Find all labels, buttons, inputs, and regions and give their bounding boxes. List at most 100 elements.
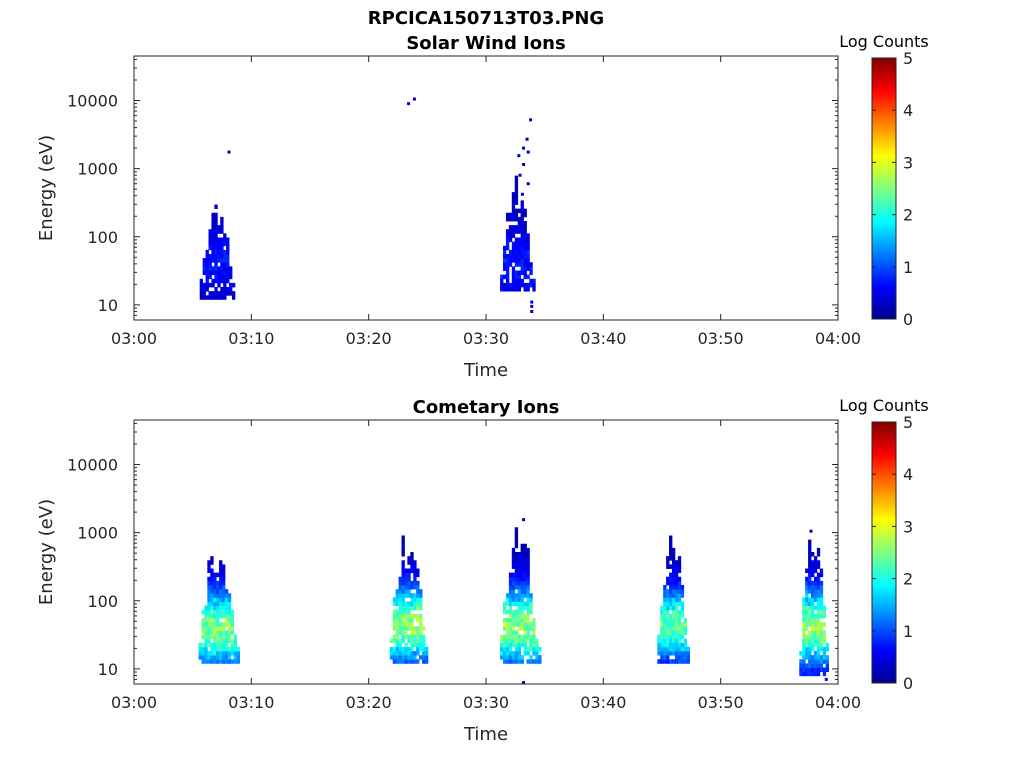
heatmap-cell bbox=[398, 622, 402, 627]
heatmap-cell bbox=[808, 605, 812, 611]
heatmap-cell bbox=[514, 237, 519, 243]
heatmap-cell bbox=[401, 560, 405, 565]
heatmap-cell bbox=[208, 229, 212, 234]
heatmap-cell bbox=[413, 638, 417, 644]
heatmap-cell bbox=[520, 613, 524, 619]
heatmap-cell bbox=[500, 646, 504, 652]
heatmap-cell bbox=[213, 659, 217, 664]
heatmap-cell bbox=[660, 609, 664, 615]
heatmap-cell bbox=[819, 638, 824, 644]
heatmap-cell bbox=[236, 659, 240, 664]
heatmap-cell bbox=[811, 634, 815, 640]
heatmap-cell bbox=[514, 593, 519, 598]
heatmap-cell bbox=[523, 237, 527, 243]
heatmap-cell bbox=[811, 630, 815, 635]
heatmap-cell bbox=[680, 642, 685, 648]
heatmap-cell bbox=[424, 646, 429, 652]
heatmap-cell bbox=[211, 241, 215, 247]
heatmap-cell bbox=[216, 613, 220, 619]
heatmap-cell bbox=[517, 642, 522, 648]
heatmap-cell bbox=[819, 613, 824, 619]
heatmap-cell bbox=[520, 568, 524, 574]
heatmap-cell bbox=[680, 609, 685, 615]
heatmap-cell bbox=[217, 274, 221, 280]
heatmap-cell bbox=[822, 651, 827, 656]
heatmap-cell bbox=[819, 585, 824, 590]
heatmap-cell bbox=[520, 609, 524, 615]
heatmap-cell bbox=[219, 622, 223, 627]
heatmap-cell bbox=[395, 646, 399, 652]
heatmap-cell bbox=[211, 212, 215, 218]
heatmap-cell bbox=[219, 642, 223, 648]
heatmap-cell bbox=[657, 642, 661, 648]
heatmap-cell bbox=[219, 585, 223, 590]
heatmap-cell bbox=[407, 613, 411, 619]
heatmap-cell bbox=[213, 597, 217, 602]
heatmap-cell bbox=[407, 638, 411, 644]
heatmap-cell bbox=[822, 646, 827, 652]
heatmap-cell bbox=[214, 204, 218, 210]
heatmap-cell bbox=[532, 646, 536, 652]
heatmap-cell bbox=[523, 270, 527, 276]
heatmap-cell bbox=[230, 609, 235, 615]
heatmap-cell bbox=[511, 208, 516, 214]
heatmap-cell bbox=[224, 609, 229, 615]
heatmap-cell bbox=[508, 642, 513, 648]
heatmap-cell bbox=[805, 663, 809, 668]
heatmap-cell bbox=[207, 560, 211, 565]
heatmap-cell bbox=[508, 585, 513, 590]
heatmap-cell bbox=[514, 200, 519, 205]
heatmap-cell bbox=[813, 580, 818, 586]
heatmap-cell bbox=[407, 609, 411, 615]
heatmap-cell bbox=[202, 287, 206, 292]
heatmap-cell bbox=[207, 659, 211, 664]
heatmap-cell bbox=[207, 576, 211, 582]
heatmap-cell bbox=[211, 216, 215, 222]
heatmap-cell bbox=[401, 564, 405, 569]
heatmap-cell bbox=[816, 655, 821, 660]
heatmap-cell bbox=[523, 560, 527, 565]
heatmap-cell bbox=[511, 245, 516, 251]
heatmap-cell bbox=[511, 287, 516, 292]
heatmap-cell bbox=[813, 634, 818, 640]
heatmap-cell bbox=[663, 638, 667, 644]
heatmap-cell bbox=[208, 233, 212, 238]
heatmap-cell bbox=[520, 618, 524, 623]
heatmap-cell bbox=[671, 618, 676, 623]
heatmap-cell bbox=[813, 659, 818, 664]
heatmap-cell bbox=[680, 634, 685, 640]
heatmap-cell bbox=[508, 609, 513, 615]
heatmap-cell bbox=[816, 626, 821, 631]
heatmap-cell bbox=[529, 655, 533, 660]
heatmap-cell bbox=[805, 597, 809, 602]
heatmap-cells bbox=[199, 97, 536, 313]
heatmap-cell bbox=[523, 634, 527, 640]
heatmap-cell bbox=[663, 634, 667, 640]
heatmap-cell bbox=[677, 609, 682, 615]
heatmap-cell bbox=[657, 659, 661, 664]
heatmap-cell bbox=[517, 634, 522, 640]
heatmap-cell bbox=[204, 630, 208, 635]
heatmap-cell bbox=[674, 622, 679, 627]
heatmap-cell bbox=[523, 589, 527, 594]
heatmap-cell bbox=[535, 655, 539, 660]
heatmap-cell bbox=[395, 618, 399, 623]
heatmap-cell bbox=[816, 601, 821, 607]
x-tick-label: 03:40 bbox=[580, 693, 626, 712]
heatmap-cell bbox=[808, 585, 812, 590]
heatmap-cell bbox=[669, 589, 673, 594]
heatmap-cell bbox=[514, 278, 519, 284]
heatmap-cell bbox=[811, 597, 815, 602]
heatmap-cell bbox=[514, 258, 519, 263]
heatmap-cell bbox=[416, 593, 420, 598]
heatmap-cell bbox=[663, 630, 667, 635]
heatmap-cell bbox=[410, 593, 414, 598]
heatmap-cell bbox=[529, 593, 533, 598]
heatmap-cell bbox=[523, 266, 527, 271]
heatmap-cell bbox=[413, 597, 417, 602]
heatmap-cell bbox=[233, 638, 238, 644]
heatmap-cell bbox=[410, 646, 414, 652]
heatmap-cell bbox=[680, 659, 685, 664]
heatmap-cell bbox=[505, 282, 510, 288]
heatmap-cell bbox=[520, 601, 524, 607]
